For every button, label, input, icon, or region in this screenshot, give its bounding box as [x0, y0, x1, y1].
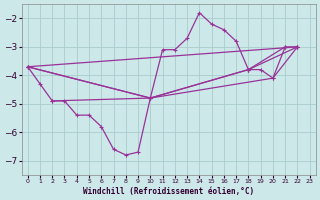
X-axis label: Windchill (Refroidissement éolien,°C): Windchill (Refroidissement éolien,°C) [83, 187, 254, 196]
